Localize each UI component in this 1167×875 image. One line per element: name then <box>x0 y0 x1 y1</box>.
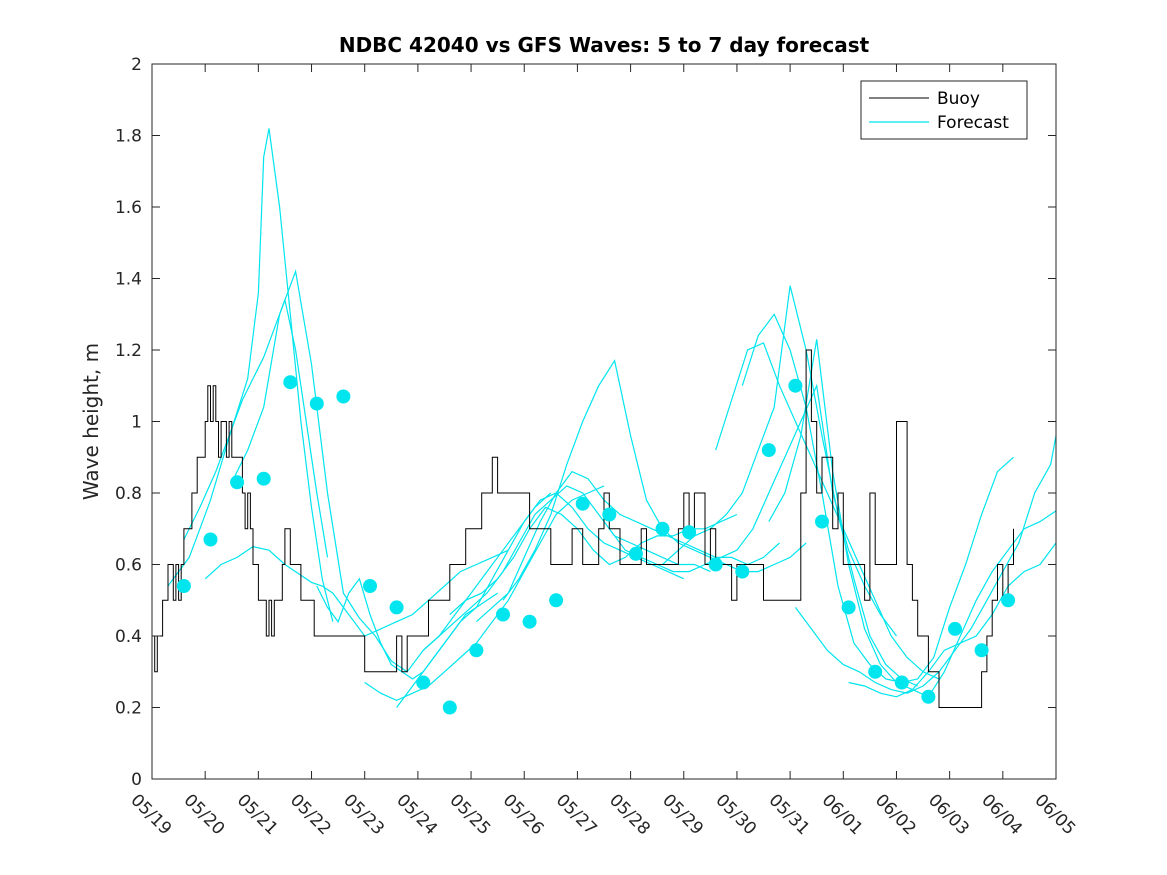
x-tick-label: 05/20 <box>180 790 229 839</box>
x-tick-label: 05/24 <box>392 790 441 839</box>
x-tick-label: 05/27 <box>552 790 601 839</box>
y-tick-label: 0 <box>131 770 142 790</box>
forecast-line-2 <box>183 128 334 622</box>
forecast-marker <box>841 600 856 615</box>
x-tick-label: 06/04 <box>977 790 1026 839</box>
x-tick-label: 05/25 <box>446 790 495 839</box>
forecast-line-18 <box>848 542 1057 698</box>
forecast-marker <box>735 564 750 579</box>
forecast-marker <box>815 514 829 529</box>
forecast-marker <box>176 579 191 593</box>
forecast-line-5 <box>316 577 498 680</box>
x-tick-label: 06/05 <box>1030 790 1079 839</box>
y-tick-label: 0.2 <box>115 699 142 719</box>
forecast-marker <box>469 643 484 658</box>
x-tick-label: 06/01 <box>818 790 867 839</box>
forecast-line-3 <box>204 545 509 637</box>
y-tick-label: 1.6 <box>115 198 142 218</box>
x-tick-label: 05/23 <box>339 790 388 839</box>
x-tick-label: 05/21 <box>233 790 282 839</box>
x-tick-label: 05/22 <box>286 790 335 839</box>
x-tick-label: 05/26 <box>499 790 548 839</box>
x-tick-label: 06/02 <box>871 790 920 839</box>
forecast-marker <box>708 557 723 572</box>
forecast-line-14 <box>715 342 940 680</box>
x-tick-label: 05/29 <box>658 790 707 839</box>
y-axis-ticks: 0 0.2 0.4 0.6 0.8 1 1.2 1.4 1.6 1.8 2 <box>115 55 1056 790</box>
legend-forecast-label: Forecast <box>937 113 1009 133</box>
forecast-marker <box>363 579 377 593</box>
forecast-marker <box>522 614 537 629</box>
forecast-marker <box>283 375 298 390</box>
x-tick-label: 05/31 <box>765 790 814 839</box>
legend-box <box>860 80 1028 140</box>
forecast-line-11 <box>502 359 807 601</box>
forecast-marker <box>602 507 617 522</box>
y-tick-label: 1.8 <box>115 127 142 147</box>
plot-background <box>152 64 1056 779</box>
forecast-marker <box>336 389 351 404</box>
forecast-marker <box>974 643 989 658</box>
forecast-marker <box>788 378 803 393</box>
forecast-marker <box>655 521 670 536</box>
forecast-marker <box>442 700 457 715</box>
forecast-marker <box>256 471 271 486</box>
plot-area <box>152 64 1056 779</box>
forecast-marker <box>575 496 590 511</box>
forecast-marker <box>496 607 510 622</box>
forecast-marker <box>309 396 324 411</box>
forecast-marker <box>868 664 883 679</box>
forecast-marker <box>894 675 909 690</box>
y-tick-label: 1.2 <box>115 341 142 361</box>
forecast-marker <box>1001 593 1016 608</box>
forecast-marker <box>230 475 245 490</box>
forecast-line-10 <box>475 470 780 623</box>
x-tick-label: 05/28 <box>605 790 654 839</box>
forecast-line-1 <box>167 297 329 587</box>
y-tick-label: 0.6 <box>115 556 142 576</box>
forecast-line-17 <box>794 435 1057 694</box>
y-tick-label: 1.4 <box>115 270 142 290</box>
buoy-line <box>152 349 1014 708</box>
y-tick-label: 1 <box>131 413 142 433</box>
y-tick-label: 0.4 <box>115 627 142 647</box>
forecast-line-4 <box>231 269 552 673</box>
forecast-marker <box>549 593 564 608</box>
forecast-marker <box>203 532 218 547</box>
forecast-markers <box>176 375 1016 715</box>
forecast-marker <box>921 689 936 704</box>
forecast-marker <box>761 443 776 458</box>
forecast-marker <box>682 525 697 540</box>
y-axis-label: Wave height, m <box>79 343 103 500</box>
y-tick-label: 2 <box>131 55 142 75</box>
chart-title: NDBC 42040 vs GFS Waves: 5 to 7 day fore… <box>339 33 870 57</box>
forecast-marker <box>416 675 431 690</box>
legend: Buoy Forecast <box>860 80 1028 140</box>
x-tick-label: 06/03 <box>924 790 973 839</box>
forecast-line-8 <box>422 485 711 651</box>
forecast-marker <box>389 600 404 615</box>
y-tick-label: 0.8 <box>115 484 142 504</box>
forecast-marker <box>948 621 962 636</box>
legend-buoy-label: Buoy <box>937 89 980 109</box>
forecast-marker <box>628 546 643 561</box>
buoy-series <box>152 349 1014 708</box>
x-tick-label: 05/19 <box>126 790 175 839</box>
x-tick-label: 05/30 <box>711 790 760 839</box>
